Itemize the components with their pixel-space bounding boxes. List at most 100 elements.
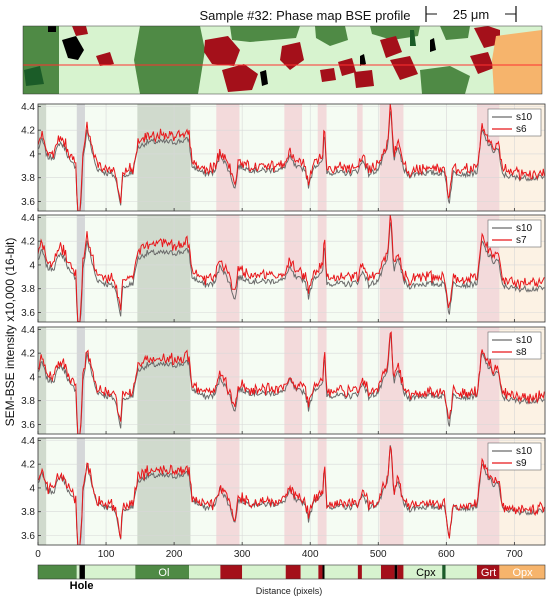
phase-strip-segment-hole bbox=[79, 565, 85, 579]
x-tick-label: 700 bbox=[506, 549, 523, 560]
legend-label-reference: s10 bbox=[516, 223, 533, 234]
phase-strip-segment-light bbox=[189, 565, 221, 579]
phase-strip-segment-opx bbox=[499, 565, 545, 579]
phase-band-hole bbox=[76, 438, 85, 545]
series-s7 bbox=[38, 215, 545, 322]
phase-map-hole-regions bbox=[48, 26, 436, 86]
phase-band-grt bbox=[357, 438, 363, 545]
phase-strip-segment-hole bbox=[394, 565, 398, 579]
panel-frame bbox=[37, 214, 546, 323]
phase-band-grt bbox=[379, 438, 404, 545]
panel-frame bbox=[37, 437, 546, 546]
legend-box bbox=[487, 331, 542, 360]
phase-band-ol bbox=[137, 327, 191, 434]
x-tick-label: 100 bbox=[98, 549, 115, 560]
phase-band-grt bbox=[216, 215, 240, 322]
legend-label-compare: s6 bbox=[516, 124, 527, 135]
series-s9 bbox=[38, 446, 545, 545]
x-tick-label: 600 bbox=[438, 549, 455, 560]
phase-strip-segment-grt bbox=[380, 565, 395, 579]
phase-strip-segment-grt bbox=[357, 565, 362, 579]
scale-bar-label: 25 μm bbox=[453, 7, 489, 22]
phase-strip-segment-light bbox=[242, 565, 286, 579]
legend-label-reference: s10 bbox=[516, 446, 533, 457]
legend-box bbox=[487, 108, 542, 137]
x-tick-label: 0 bbox=[35, 549, 41, 560]
phase-band-hole bbox=[76, 327, 85, 434]
series-s8 bbox=[38, 331, 545, 434]
y-tick-label: 4.4 bbox=[21, 325, 35, 336]
phase-band-ol bbox=[137, 438, 191, 545]
phase-label-ol: Ol bbox=[158, 567, 169, 579]
y-axis-label: SEM-BSE intensity x10,000 (16-bit) bbox=[3, 238, 17, 427]
phase-strip-segment-light bbox=[76, 565, 80, 579]
phase-band-ol bbox=[137, 104, 191, 211]
phase-band-grt bbox=[379, 215, 404, 322]
phase-band-ol bbox=[38, 438, 47, 545]
phase-strip-segment-grt bbox=[285, 565, 301, 579]
phase-strip-segment-cpx bbox=[442, 565, 446, 579]
phase-band-ol bbox=[38, 104, 47, 211]
phase-map-cpx-regions bbox=[24, 30, 416, 86]
phase-strip-segment-ol bbox=[38, 565, 77, 579]
phase-strip-segment-light bbox=[84, 565, 136, 579]
phase-band-ol bbox=[137, 215, 191, 322]
y-tick-label: 3.8 bbox=[21, 396, 35, 407]
y-tick-label: 4.2 bbox=[21, 460, 35, 471]
phase-strip-segment-grt bbox=[318, 565, 323, 579]
panel-frame bbox=[37, 326, 546, 435]
y-tick-label: 4.2 bbox=[21, 349, 35, 360]
x-tick-label: 200 bbox=[166, 549, 183, 560]
phase-strip-segment-grt bbox=[476, 565, 500, 579]
phase-band-grt bbox=[379, 104, 404, 211]
phase-strip-segment-light bbox=[403, 565, 443, 579]
y-tick-label: 4.4 bbox=[21, 436, 35, 447]
legend-label-reference: s10 bbox=[516, 112, 533, 123]
phase-strip-segment-grt bbox=[220, 565, 243, 579]
y-tick-label: 4 bbox=[29, 483, 35, 494]
phase-band-grt bbox=[357, 104, 363, 211]
phase-strip-segment-light bbox=[324, 565, 358, 579]
y-tick-label: 3.8 bbox=[21, 507, 35, 518]
phase-label-cpx: Cpx bbox=[416, 567, 436, 579]
phase-strip-segment-hole bbox=[322, 565, 325, 579]
phase-map-olivine-regions bbox=[23, 26, 470, 94]
phase-map-garnet-regions bbox=[72, 26, 500, 92]
y-tick-label: 4 bbox=[29, 260, 35, 271]
phase-strip-segment-light bbox=[300, 565, 319, 579]
phase-strip-segment-grt bbox=[397, 565, 404, 579]
legend-label-compare: s7 bbox=[516, 235, 527, 246]
y-tick-label: 4.2 bbox=[21, 237, 35, 248]
phase-band-grt bbox=[284, 104, 303, 211]
phase-band-grt bbox=[379, 327, 404, 434]
y-tick-label: 3.6 bbox=[21, 531, 35, 542]
legend-label-compare: s9 bbox=[516, 458, 527, 469]
phase-band-grt bbox=[284, 327, 303, 434]
series-s6 bbox=[38, 104, 545, 211]
phase-band-grt bbox=[284, 215, 303, 322]
phase-band-ol bbox=[38, 327, 47, 434]
x-tick-label: 500 bbox=[370, 549, 387, 560]
phase-band-grt bbox=[317, 215, 327, 322]
profile-plots: 3.63.844.24.4s10s63.63.844.24.4s10s73.63… bbox=[21, 102, 546, 560]
phase-strip-segment-light bbox=[445, 565, 477, 579]
y-tick-label: 3.6 bbox=[21, 420, 35, 431]
phase-label-opx: Opx bbox=[512, 567, 533, 579]
series-s10 bbox=[38, 222, 545, 322]
phase-strip-frame bbox=[37, 564, 546, 580]
y-tick-label: 3.6 bbox=[21, 308, 35, 319]
phase-band-hole bbox=[76, 215, 85, 322]
phase-band-ol bbox=[38, 215, 47, 322]
legend-box bbox=[487, 442, 542, 471]
legend-label-reference: s10 bbox=[516, 335, 533, 346]
x-tick-label: 400 bbox=[302, 549, 319, 560]
phase-map-opx-region bbox=[492, 30, 542, 94]
y-tick-label: 4 bbox=[29, 372, 35, 383]
